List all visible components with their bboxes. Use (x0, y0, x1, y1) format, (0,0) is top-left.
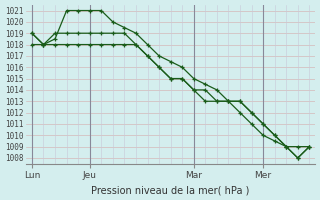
X-axis label: Pression niveau de la mer( hPa ): Pression niveau de la mer( hPa ) (92, 185, 250, 195)
